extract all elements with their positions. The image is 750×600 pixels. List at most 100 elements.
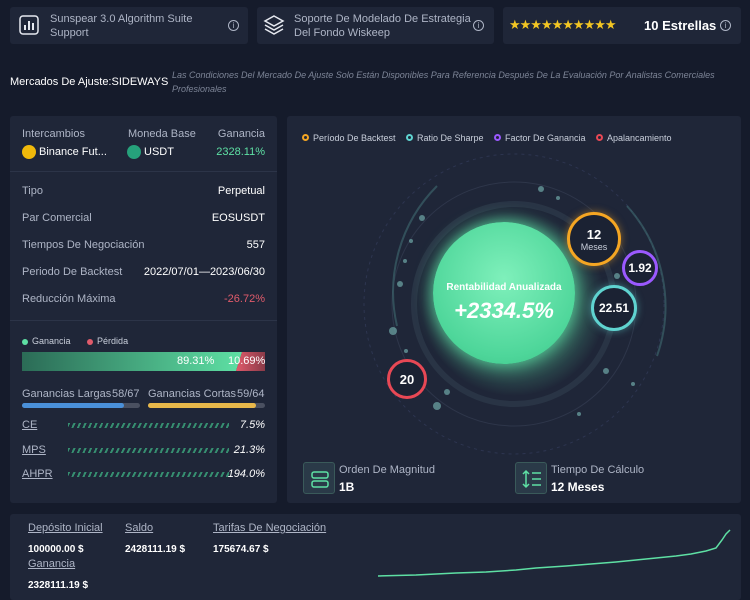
strategy-details-panel: Intercambios Moneda Base Ganancia Binanc…: [10, 116, 277, 503]
binance-icon: [22, 145, 36, 159]
tether-icon: [127, 145, 141, 159]
metric-bar: [68, 472, 229, 477]
metric-bar: [68, 448, 229, 453]
support-card-wiskeep: Soporte De Modelado De Estrategia Del Fo…: [257, 7, 494, 44]
period-unit: Meses: [580, 241, 608, 252]
legend-label: Factor De Ganancia: [505, 132, 586, 143]
loss-legend-label: Pérdida: [97, 336, 129, 346]
profit-value: 2328.11%: [216, 146, 265, 158]
legend-dot: [596, 134, 603, 141]
exchange-header: Intercambios: [22, 128, 85, 140]
performance-visual-panel: Período De Backtest Ratio De Sharpe Fact…: [287, 116, 741, 503]
legend-item: Factor De Ganancia: [494, 133, 586, 143]
win-pct: 89.31%: [177, 355, 215, 367]
deposit-label: Depósito Inicial: [28, 522, 103, 534]
total-profit-label: Ganancia: [28, 558, 76, 570]
support-label: Sunspear 3.0 Algorithm Suite Support: [50, 13, 193, 39]
rating-card: ★★★★★★★★★★ 10 Estrellas i: [503, 7, 741, 44]
sharpe-ratio-bubble: 22.51: [591, 285, 637, 331]
detail-row: Par Comercial EOSUSDT: [22, 212, 265, 224]
loss-ratio-bar: [236, 352, 265, 371]
info-icon[interactable]: i: [720, 20, 731, 31]
base-currency-header: Moneda Base: [128, 128, 196, 140]
calc-time-icon: [515, 462, 547, 494]
loss-dot: [87, 338, 94, 345]
long-wins-fill: [22, 403, 125, 408]
leverage-value: 20: [399, 371, 415, 387]
account-summary-panel: Depósito Inicial 100000.00 $ Saldo 24281…: [10, 514, 741, 600]
metric-bar: [68, 423, 229, 428]
star-rating: ★★★★★★★★★★: [509, 17, 617, 32]
support-label: Soporte De Modelado De Estrategia Del Fo…: [294, 13, 471, 39]
leverage-bubble: 20: [387, 359, 427, 399]
detail-row: Tiempos De Negociación 557: [22, 239, 265, 251]
market-note: Las Condiciones Del Mercado De Ajuste So…: [172, 70, 715, 94]
magnitude-icon: [303, 462, 335, 494]
detail-value: Perpetual: [217, 185, 265, 197]
support-card-sunspear: Sunspear 3.0 Algorithm Suite Support i: [10, 7, 248, 44]
win-ratio-bar: [22, 352, 242, 371]
short-wins-value: 59/64: [237, 388, 265, 400]
annualized-return-value: +2334.5%: [454, 298, 554, 323]
long-wins-label: Ganancias Largas: [22, 388, 112, 400]
calc-time-value: 12 Meses: [551, 480, 605, 494]
legend-dot: [302, 134, 309, 141]
legend-dot: [494, 134, 501, 141]
detail-value: 557: [246, 239, 265, 251]
info-icon[interactable]: i: [228, 20, 239, 31]
detail-label: Tipo: [22, 185, 43, 197]
legend-item: Apalancamiento: [596, 133, 672, 143]
max-drawdown-value: -26.72%: [224, 293, 265, 305]
legend-item: Período De Backtest: [302, 133, 396, 143]
detail-label: Periodo De Backtest: [22, 266, 123, 278]
base-currency-value: USDT: [144, 146, 174, 158]
rating-label: 10 Estrellas: [644, 18, 717, 33]
short-wins-track: [148, 403, 265, 408]
legend-dot: [406, 134, 413, 141]
layers-icon: [263, 15, 285, 35]
detail-value: 2022/07/01—2023/06/30: [143, 266, 265, 278]
balance-label: Saldo: [125, 522, 154, 534]
calc-time-label: Tiempo De Cálculo: [551, 464, 645, 476]
long-wins-value: 58/67: [112, 388, 140, 400]
legend-label: Apalancamiento: [607, 132, 672, 143]
metric-value: 7.5%: [239, 419, 265, 431]
divider: [10, 171, 277, 172]
metric-label: MPS: [22, 444, 46, 456]
fees-label: Tarifas De Negociación: [213, 522, 327, 534]
detail-value: EOSUSDT: [211, 212, 265, 224]
divider: [10, 320, 277, 321]
info-icon[interactable]: i: [473, 20, 484, 31]
annualized-return-bubble: [433, 222, 575, 364]
detail-row: Tipo Perpetual: [22, 185, 265, 197]
legend-label: Período De Backtest: [313, 132, 396, 143]
legend-item: Ratio De Sharpe: [406, 133, 484, 143]
winloss-legend: Ganancia Pérdida: [22, 336, 128, 346]
fees-value: 175674.67 $: [213, 544, 269, 555]
total-profit-value: 2328111.19 $: [28, 580, 89, 591]
loss-pct: 10.69%: [228, 355, 266, 367]
detail-row: Periodo De Backtest 2022/07/01—2023/06/30: [22, 266, 265, 278]
annualized-return-label: Rentabilidad Anualizada: [446, 282, 562, 293]
profit-header: Ganancia: [217, 128, 265, 140]
magnitude-label: Orden De Magnitud: [339, 464, 435, 476]
detail-label: Tiempos De Negociación: [22, 239, 145, 251]
backtest-period-bubble: 12 Meses: [567, 212, 621, 266]
equity-curve-sparkline: [377, 529, 731, 577]
win-dot: [22, 338, 28, 345]
long-wins-track: [22, 403, 140, 408]
period-number: 12: [586, 226, 602, 242]
deposit-value: 100000.00 $: [28, 544, 84, 555]
sharpe-ratio-value: 22.51: [598, 301, 630, 315]
magnitude-value: 1B: [339, 480, 355, 494]
short-wins-label: Ganancias Cortas: [148, 388, 237, 400]
metric-label: AHPR: [22, 468, 53, 480]
balance-value: 2428111.19 $: [125, 544, 186, 555]
win-legend-label: Ganancia: [32, 336, 71, 346]
metric-value: 21.3%: [233, 444, 265, 456]
profit-factor-bubble: 1.92: [622, 250, 658, 286]
detail-label: Reducción Máxima: [22, 293, 116, 305]
metric-value: 194.0%: [227, 468, 265, 480]
short-wins-fill: [148, 403, 256, 408]
detail-row: Reducción Máxima -26.72%: [22, 293, 265, 305]
